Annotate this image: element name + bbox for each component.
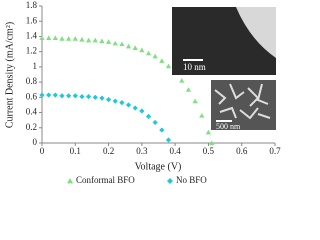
y-tick-label: 0.8 — [26, 76, 38, 86]
data-point — [52, 35, 58, 41]
y-tick-label: 1.4 — [26, 31, 38, 41]
x-tick-label: 0.3 — [136, 146, 148, 156]
data-point — [92, 94, 98, 100]
x-tick-label: 0 — [40, 146, 45, 156]
data-point — [79, 36, 85, 42]
data-point — [185, 87, 192, 92]
y-axis-label: Current Density (mA/cm²) — [4, 22, 15, 128]
data-point — [105, 97, 112, 103]
legend-marker — [67, 178, 73, 184]
data-point — [112, 40, 118, 46]
y-tick-label: 0.2 — [26, 122, 37, 132]
inset-label: 10 nm — [183, 62, 206, 72]
data-point — [92, 37, 98, 43]
y-tick-label: 1 — [33, 61, 38, 71]
data-point — [86, 37, 92, 43]
data-point — [205, 129, 212, 135]
data-point — [72, 93, 78, 99]
data-point — [125, 102, 132, 108]
data-point — [66, 93, 72, 99]
data-point — [152, 53, 158, 59]
y-tick-label: 1.6 — [26, 15, 38, 25]
data-point — [79, 93, 85, 100]
data-point — [159, 58, 165, 63]
data-point — [165, 63, 172, 69]
data-point — [66, 36, 72, 41]
y-tick-label: 1.8 — [26, 0, 38, 10]
data-point — [152, 119, 158, 126]
y-tick-label: 1.2 — [26, 46, 37, 56]
data-point — [192, 98, 198, 104]
y-tick-label: 0.6 — [26, 91, 38, 101]
data-point — [52, 92, 58, 98]
data-point — [39, 35, 45, 41]
legend-label: No BFO — [176, 175, 207, 185]
inset-label: 500 nm — [216, 122, 241, 131]
data-point — [59, 36, 65, 41]
data-point — [132, 105, 138, 111]
data-point — [139, 108, 145, 114]
data-point — [119, 100, 125, 106]
data-point — [86, 93, 92, 100]
data-point — [139, 47, 145, 53]
data-point — [112, 98, 118, 104]
x-tick-label: 0.4 — [170, 146, 182, 156]
x-tick-label: 0.1 — [70, 146, 81, 156]
chart: 0 0.2 0.4 0.6 0.8 1 1.2 1.4 1.6 1.8 0 0.1 0.2 0.3 0.4 0… — [4, 0, 281, 185]
data-point — [132, 45, 138, 50]
data-point — [105, 39, 112, 44]
data-point — [72, 36, 78, 41]
data-point — [99, 95, 105, 101]
data-point — [46, 35, 52, 41]
x-tick-label: 0.7 — [269, 146, 281, 156]
data-point — [209, 140, 215, 146]
data-point — [59, 93, 65, 99]
data-point — [199, 113, 205, 118]
y-tick-label: 0.4 — [26, 107, 38, 117]
data-point — [165, 137, 172, 143]
legend-marker — [167, 178, 173, 184]
data-point — [145, 50, 152, 56]
x-tick-label: 0.2 — [103, 146, 114, 156]
x-tick-label: 0.5 — [203, 146, 215, 156]
data-point — [179, 77, 185, 83]
sem-texture — [214, 83, 271, 120]
data-point — [145, 113, 152, 119]
y-tick-label: 0 — [33, 137, 38, 147]
legend-label: Conformal BFO — [76, 175, 135, 185]
tem-inset-bright — [236, 7, 276, 58]
data-point — [125, 43, 132, 49]
data-point — [46, 92, 52, 98]
data-point — [99, 38, 105, 44]
plot-area: 0 0.2 0.4 0.6 0.8 1 1.2 1.4 1.6 1.8 0 0.1 0.2 0.3 0.4 0… — [26, 0, 281, 185]
data-point — [119, 41, 125, 47]
x-tick-label: 0.6 — [236, 146, 248, 156]
data-point — [39, 92, 45, 98]
data-point — [159, 127, 165, 133]
x-axis-label: Voltage (V) — [135, 161, 182, 172]
